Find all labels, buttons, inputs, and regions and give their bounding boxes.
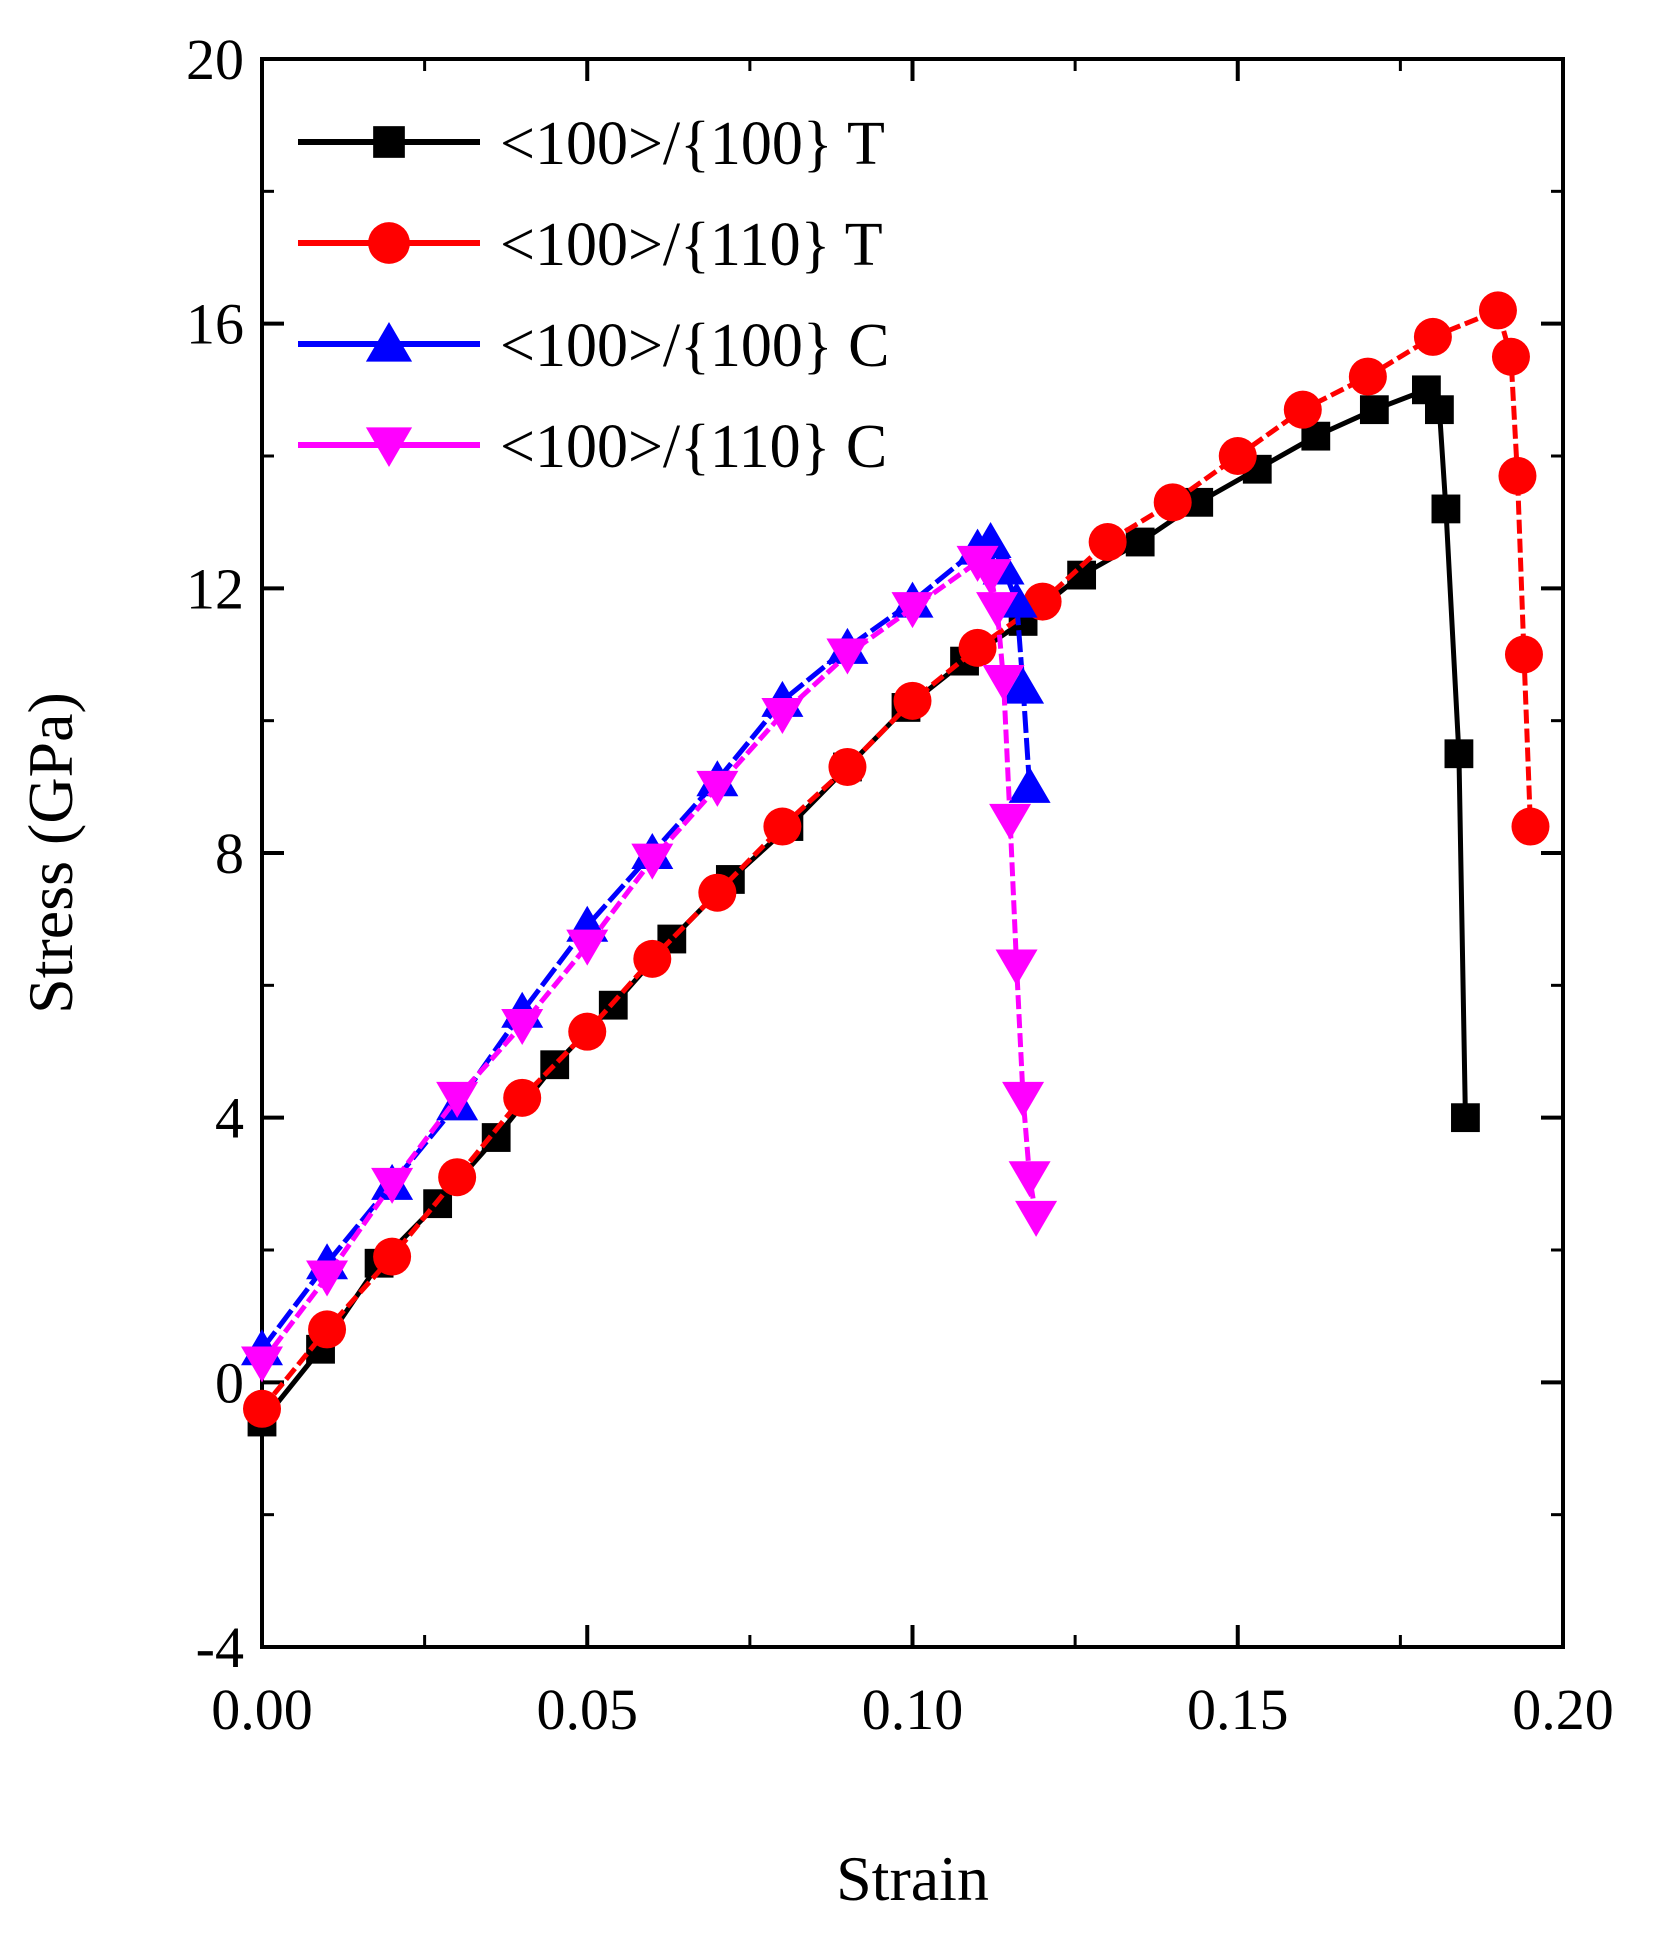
data-point <box>373 1237 412 1276</box>
data-point <box>501 1009 544 1046</box>
data-point <box>995 949 1038 986</box>
y-tick-label: 16 <box>186 292 244 357</box>
series-layer <box>241 291 1550 1437</box>
data-point <box>696 770 739 807</box>
legend-marker <box>373 126 405 158</box>
y-tick-label: 4 <box>215 1086 244 1151</box>
data-point <box>1444 739 1474 769</box>
legend: <100>/{100} T <100>/{110} T <100>/{100} C <… <box>298 110 890 481</box>
data-point <box>828 747 867 786</box>
legend-label: <100>/{100} T <box>500 110 885 178</box>
legend-label: <100>/{110} C <box>500 413 887 481</box>
y-tick-label: -4 <box>196 1615 244 1680</box>
data-point <box>958 628 997 667</box>
legend-entry: <100>/{110} T <box>298 211 883 279</box>
data-point <box>982 664 1025 701</box>
x-tick-label: 0.10 <box>862 1677 964 1742</box>
legend-label: <100>/{100} C <box>500 312 890 380</box>
data-point <box>371 1167 414 1204</box>
data-point <box>1451 1103 1480 1133</box>
data-point <box>1504 635 1543 674</box>
data-point <box>826 638 869 675</box>
data-point <box>1498 456 1537 495</box>
data-point <box>243 1389 281 1428</box>
data-point <box>761 698 804 735</box>
data-point <box>891 592 934 629</box>
data-point <box>503 1078 542 1117</box>
data-point <box>763 807 802 846</box>
legend-marker <box>368 222 410 264</box>
data-point <box>633 939 672 978</box>
data-point <box>1491 337 1530 376</box>
data-point <box>308 1310 347 1349</box>
x-tick-label: 0.00 <box>211 1677 313 1742</box>
series-line <box>260 386 1468 1424</box>
data-point <box>1153 483 1192 522</box>
data-point <box>1359 395 1389 425</box>
series-2 <box>243 291 1550 1428</box>
legend-entry: <100>/{100} T <box>298 110 885 178</box>
legend-entry: <100>/{110} C <box>298 413 887 481</box>
data-point <box>1478 291 1517 330</box>
legend-marker <box>365 427 413 467</box>
data-point <box>1125 527 1155 557</box>
axis-tick-labels: 0.00 0.05 0.10 0.15 0.20 -4 0 4 8 12 16 20 <box>186 27 1614 1742</box>
data-point <box>568 1012 607 1051</box>
series-4 <box>241 545 1058 1383</box>
y-axis-title: Stress (GPa) <box>15 692 86 1014</box>
y-tick-label: 20 <box>186 27 244 92</box>
data-point <box>1511 807 1550 846</box>
data-point <box>1348 357 1387 396</box>
x-tick-label: 0.15 <box>1187 1677 1289 1742</box>
x-tick-label: 0.05 <box>537 1677 639 1742</box>
data-point <box>566 929 609 966</box>
data-point <box>1218 437 1257 475</box>
legend-label: <100>/{110} T <box>500 211 883 279</box>
data-point <box>1413 317 1452 356</box>
data-point <box>893 681 932 720</box>
data-point <box>1425 395 1454 425</box>
data-point <box>1015 1200 1058 1237</box>
plot-frame <box>260 57 1565 1649</box>
data-point <box>241 1346 283 1383</box>
data-point <box>631 843 674 880</box>
data-point <box>1283 390 1322 429</box>
data-point <box>698 873 737 912</box>
data-point <box>1431 494 1461 524</box>
data-point <box>1088 523 1127 562</box>
legend-entry: <100>/{100} C <box>298 312 890 380</box>
y-tick-label: 8 <box>215 821 244 886</box>
data-point <box>976 592 1019 629</box>
axis-ticks <box>260 57 1565 1649</box>
data-point <box>989 803 1032 840</box>
data-point <box>436 1081 479 1118</box>
data-point <box>1008 766 1051 803</box>
data-point <box>306 1260 349 1297</box>
data-point <box>1002 1081 1045 1118</box>
data-point <box>438 1158 477 1197</box>
series-1 <box>247 375 1480 1437</box>
x-tick-label: 0.20 <box>1512 1677 1614 1742</box>
y-tick-label: 12 <box>186 556 244 621</box>
y-tick-label: 0 <box>215 1350 244 1415</box>
x-axis-title: Strain <box>836 1843 989 1914</box>
data-point <box>1008 1161 1051 1198</box>
legend-marker <box>365 322 413 362</box>
data-point <box>969 559 1012 596</box>
data-point <box>1002 667 1045 704</box>
series-line <box>260 307 1533 1411</box>
